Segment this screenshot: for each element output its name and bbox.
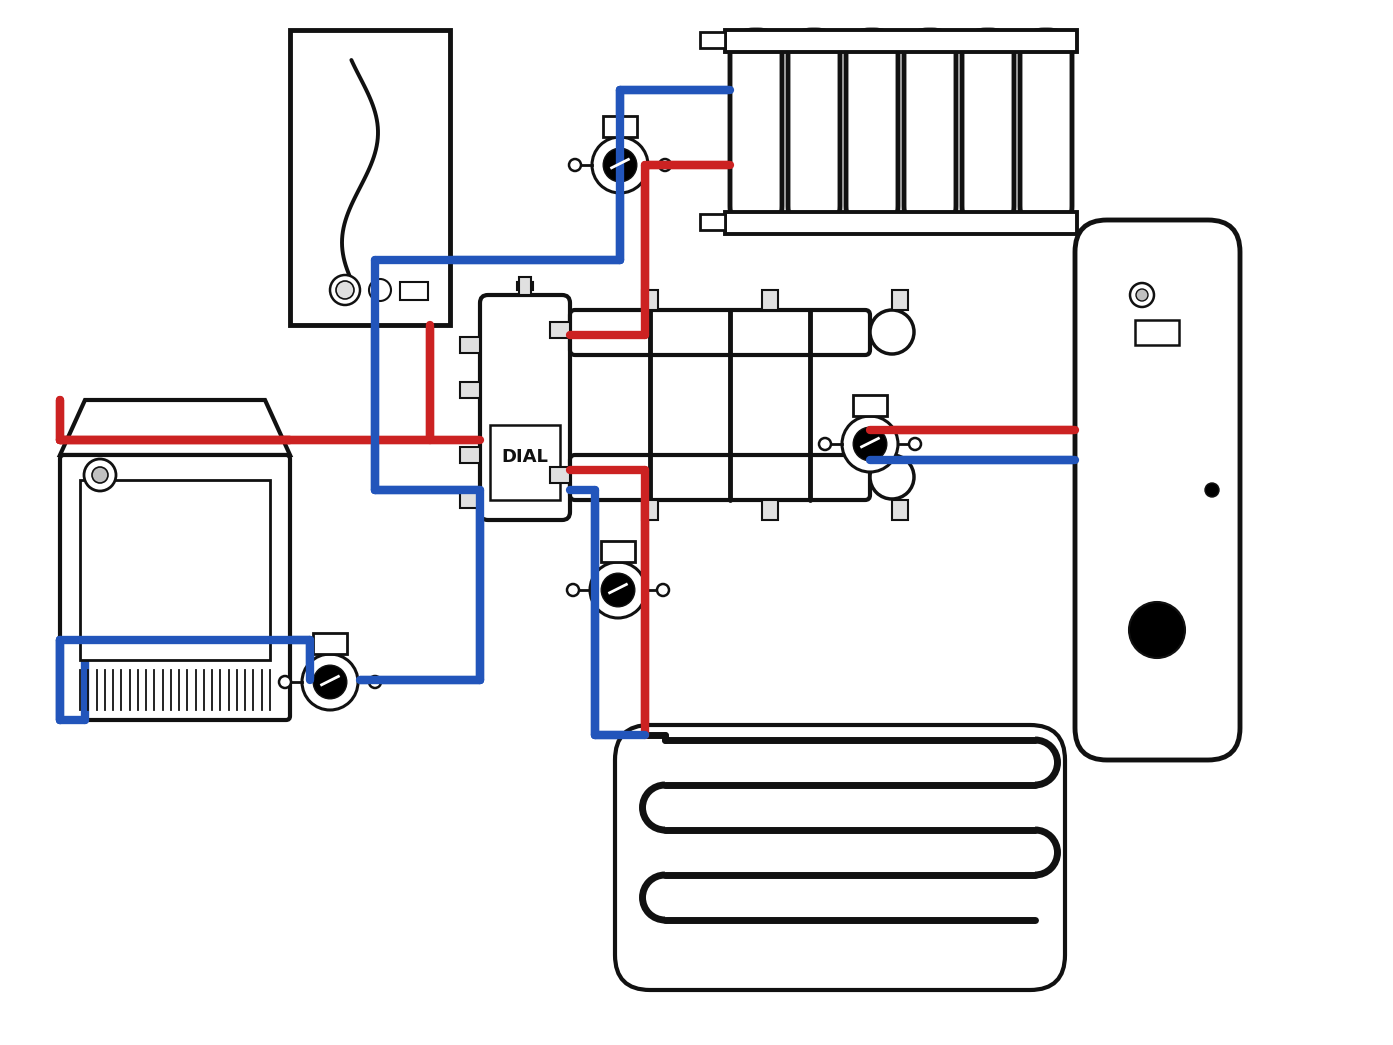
Bar [602,541,635,562]
Circle shape [336,281,354,299]
Bar [642,500,657,520]
Bar [400,282,428,300]
Bar [762,500,779,520]
Bar [892,291,908,310]
Circle shape [369,676,382,688]
FancyBboxPatch shape [614,725,1066,990]
Bar [520,277,531,295]
Circle shape [568,159,581,171]
Text: DIAL: DIAL [501,448,549,466]
Circle shape [657,584,669,596]
Circle shape [659,159,671,171]
Bar [290,30,450,325]
Bar [853,395,887,416]
FancyBboxPatch shape [730,30,781,230]
Bar [550,467,570,483]
FancyBboxPatch shape [904,30,956,230]
Circle shape [84,459,116,491]
Circle shape [853,427,887,461]
Bar [724,30,1077,52]
Bar [460,447,481,463]
Circle shape [603,148,637,182]
Circle shape [1130,283,1153,307]
Bar [701,214,724,230]
Bar [490,425,560,500]
FancyBboxPatch shape [481,295,570,520]
Circle shape [567,584,579,596]
Circle shape [592,137,648,193]
Bar [460,336,481,353]
Circle shape [841,416,898,472]
Bar [313,633,347,654]
FancyBboxPatch shape [1020,30,1073,230]
FancyBboxPatch shape [570,310,871,355]
FancyBboxPatch shape [1075,220,1240,760]
Circle shape [871,310,914,354]
FancyBboxPatch shape [570,455,871,500]
FancyBboxPatch shape [846,30,898,230]
Circle shape [602,574,635,607]
FancyBboxPatch shape [60,455,290,720]
Circle shape [910,438,921,450]
Circle shape [871,455,914,500]
Bar [603,116,637,137]
Bar [460,492,481,508]
Bar [701,32,724,48]
Circle shape [1128,602,1185,658]
Polygon shape [60,400,290,455]
Bar [79,480,270,660]
Bar [762,291,779,310]
Bar [517,282,534,291]
Bar [460,382,481,398]
FancyBboxPatch shape [788,30,840,230]
Bar [724,212,1077,234]
Bar [892,500,908,520]
Circle shape [591,562,646,618]
Circle shape [819,438,832,450]
Circle shape [279,676,291,688]
Circle shape [330,275,359,305]
Circle shape [369,279,391,301]
Bar [642,291,657,310]
FancyBboxPatch shape [963,30,1014,230]
Circle shape [92,467,109,483]
Circle shape [1205,483,1219,497]
Circle shape [313,666,347,699]
Circle shape [302,654,358,710]
Circle shape [1137,289,1148,301]
Bar [1135,320,1178,345]
Bar [550,322,570,338]
